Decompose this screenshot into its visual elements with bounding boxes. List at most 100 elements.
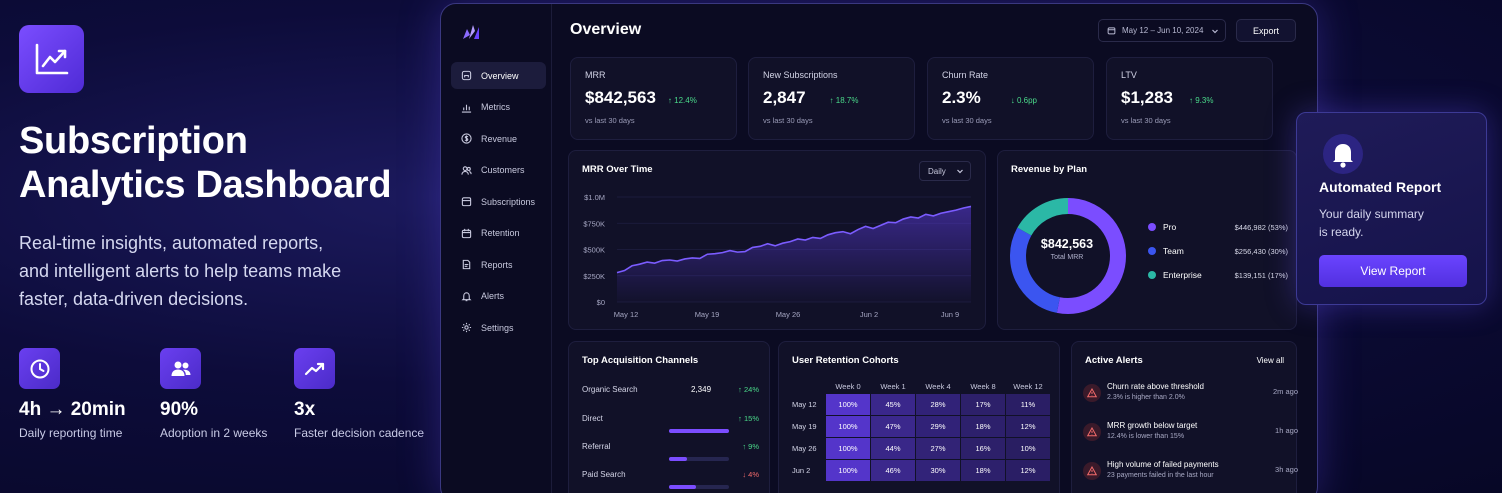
cohorts-title: User Retention Cohorts [792, 355, 899, 366]
export-button[interactable]: Export [1236, 19, 1296, 42]
alert-item[interactable]: MRR growth below target 12.4% is lower t… [1083, 421, 1298, 451]
warning-icon [1083, 423, 1101, 441]
kpi-label: MRR [585, 70, 606, 80]
hero-title-line-1: Subscription [19, 120, 248, 162]
legend-name: Pro [1163, 222, 1177, 232]
kpi-value: $842,563 [585, 88, 656, 107]
cohort-cell: 46% [871, 460, 915, 481]
channel-row-direct[interactable]: Direct ↑ 15% [582, 414, 759, 438]
channel-bar [669, 429, 729, 433]
automated-report-toast: Automated Report Your daily summary is r… [1296, 112, 1487, 305]
alert-title: High volume of failed payments [1107, 460, 1219, 469]
y-tick-label: $500K [583, 246, 605, 255]
channel-delta: ↑ 15% [738, 414, 759, 423]
alert-description: 12.4% is lower than 15% [1107, 433, 1185, 440]
sidebar-item-overview[interactable]: Overview [451, 62, 546, 89]
hero-title: Subscription Analytics Dashboard [19, 119, 429, 207]
cohort-cell: 100% [826, 438, 870, 459]
main-content: Overview May 12 – Jun 10, 2024 Export MR… [552, 4, 1317, 493]
channel-bar-track [669, 485, 729, 489]
stat-adoption: 90% Adoption in 2 weeks [160, 348, 294, 440]
cohort-cell: 17% [961, 394, 1005, 415]
channel-row-referral[interactable]: Referral ↑ 9% [582, 442, 759, 466]
sidebar: Overview Metrics Revenue Customers Subsc… [441, 4, 552, 493]
mrr-chart-title: MRR Over Time [582, 164, 653, 175]
x-tick-label: May 12 [614, 310, 639, 319]
hero-title-line-2: Analytics Dashboard [19, 164, 392, 206]
sidebar-item-reports[interactable]: Reports [451, 251, 546, 278]
app-logo-icon[interactable] [461, 23, 481, 46]
kpi-comparison: vs last 30 days [763, 116, 813, 125]
cohort-cell: 10% [1006, 438, 1050, 459]
retention-cohorts-card: User Retention Cohorts Week 0 Week 1 Wee… [778, 341, 1060, 493]
alert-title: MRR growth below target [1107, 421, 1198, 430]
kpi-label: New Subscriptions [763, 70, 838, 80]
x-tick-label: May 26 [776, 310, 801, 319]
alert-title: Churn rate above threshold [1107, 382, 1204, 391]
legend-item-pro[interactable]: Pro $446,982 (53%) [1148, 215, 1288, 239]
bell-icon [461, 291, 472, 301]
toast-description: Your daily summary is ready. [1319, 205, 1439, 241]
channel-delta: ↓ 4% [742, 470, 759, 479]
cohort-cell: 100% [826, 416, 870, 437]
sidebar-item-retention[interactable]: Retention [451, 220, 546, 247]
cohort-cell: 47% [871, 416, 915, 437]
sidebar-item-label: Revenue [481, 133, 518, 144]
trending-chart-icon [19, 25, 84, 93]
alert-item[interactable]: Churn rate above threshold 2.3% is highe… [1083, 382, 1298, 412]
stat-label: Adoption in 2 weeks [160, 426, 268, 440]
hero-stats: 4h → 20min Daily reporting time 90% Adop… [19, 348, 435, 440]
sidebar-item-subscriptions[interactable]: Subscriptions [451, 188, 546, 215]
legend-item-team[interactable]: Team $256,430 (30%) [1148, 239, 1288, 263]
view-report-button[interactable]: View Report [1319, 255, 1467, 287]
mrr-series-line [616, 205, 972, 274]
dollar-icon [461, 133, 472, 144]
revenue-donut-chart [1010, 198, 1126, 314]
x-tick-label: Jun 2 [860, 310, 878, 319]
legend-swatch [1148, 271, 1156, 279]
customers-icon [461, 165, 472, 175]
sidebar-item-label: Alerts [481, 291, 505, 301]
sidebar-item-settings[interactable]: Settings [451, 314, 546, 341]
sidebar-item-customers[interactable]: Customers [451, 157, 546, 184]
acquisition-channels-card: Top Acquisition Channels Organic Search … [568, 341, 770, 493]
plan-legend: Pro $446,982 (53%) Team $256,430 (30%) E… [1148, 215, 1288, 287]
toast-description-line-2: is ready. [1319, 225, 1364, 239]
kpi-delta: ↑ 9.3% [1189, 96, 1214, 105]
kpi-card-churn-rate: Churn Rate 2.3% ↓ 0.6pp vs last 30 days [927, 57, 1094, 140]
stat-decision-cadence: 3x Faster decision cadence [294, 348, 435, 440]
users-icon [160, 348, 201, 389]
cohort-col-header: Week 1 [880, 381, 906, 391]
trend-up-icon [294, 348, 335, 389]
box-icon [461, 197, 472, 207]
cohort-row-label: May 26 [792, 444, 817, 453]
kpi-delta: ↑ 18.7% [829, 96, 859, 105]
y-tick-label: $0 [597, 298, 605, 307]
date-range-picker[interactable]: May 12 – Jun 10, 2024 [1098, 19, 1226, 42]
donut-center: $842,563 Total MRR [1029, 237, 1105, 261]
channel-row-paid-search[interactable]: Paid Search ↓ 4% [582, 470, 759, 493]
sidebar-item-revenue[interactable]: Revenue [451, 125, 546, 152]
cohort-row: May 26 100% 44% 27% 16% 10% [789, 438, 1050, 459]
alert-item[interactable]: High volume of failed payments 23 paymen… [1083, 460, 1298, 490]
donut-slice-team[interactable] [1010, 198, 1126, 314]
legend-item-enterprise[interactable]: Enterprise $139,151 (17%) [1148, 263, 1288, 287]
cohort-row-label: May 19 [792, 422, 817, 431]
channel-bar [669, 485, 696, 489]
cohort-cell: 12% [1006, 460, 1050, 481]
alert-description: 23 payments failed in the last hour [1107, 472, 1214, 479]
cohort-row-label: May 12 [792, 400, 817, 409]
legend-value: $446,982 (53%) [1234, 222, 1288, 232]
sidebar-item-metrics[interactable]: Metrics [451, 94, 546, 121]
home-icon [461, 70, 472, 81]
channel-value: 2,349 [691, 385, 712, 394]
cohort-cell: 44% [871, 438, 915, 459]
legend-name: Team [1163, 246, 1184, 256]
donut-slice-enterprise[interactable] [1010, 198, 1126, 314]
view-all-alerts-link[interactable]: View all [1256, 356, 1284, 365]
channel-row-organic-search[interactable]: Organic Search 2,349 ↑ 24% [582, 385, 759, 409]
revenue-by-plan-card: Revenue by Plan $842,563 Total MRR Pro $… [997, 150, 1297, 330]
kpi-value: 2,847 [763, 88, 806, 107]
granularity-select[interactable]: Daily [919, 161, 971, 181]
sidebar-item-alerts[interactable]: Alerts [451, 283, 546, 310]
